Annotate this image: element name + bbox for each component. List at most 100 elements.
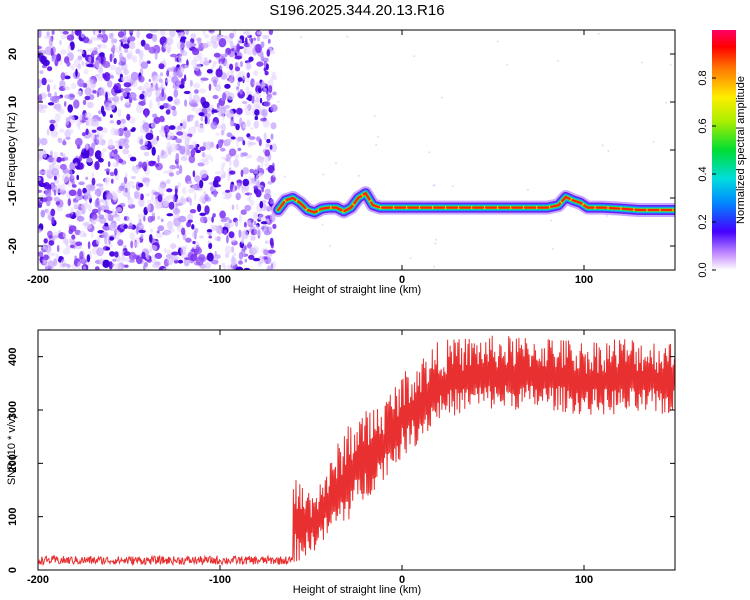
spectrogram-noise-blob <box>70 82 77 90</box>
spectrogram-noise-blob <box>220 123 226 132</box>
spectrogram-noise-blob <box>239 90 243 95</box>
spectrogram-noise-blob <box>90 133 95 141</box>
spectrogram-noise-blob <box>217 139 223 149</box>
spectrogram-noise-blob <box>195 246 203 255</box>
spectrogram-noise-blob <box>272 170 276 178</box>
spectrogram-noise-blob <box>126 75 131 84</box>
spectrogram-noise-blob <box>247 176 255 185</box>
spectrogram-noise-blob <box>115 207 123 213</box>
spectrogram-noise-blob <box>176 131 184 136</box>
spectrogram-noise-blob <box>51 54 55 62</box>
spectrogram-noise-blob <box>173 88 179 98</box>
spectrogram-noise-blob <box>67 198 72 207</box>
spectrogram-noise-blob <box>149 30 158 33</box>
spectrogram-noise-blob <box>235 266 244 270</box>
spectrogram-noise-blob <box>208 30 214 33</box>
spectrogram-noise-blob <box>204 193 209 202</box>
spectrogram-noise-blob <box>181 227 186 236</box>
spectrogram-noise-blob <box>70 207 74 215</box>
spectrogram-faint-point <box>496 40 499 43</box>
spectrogram-noise-blob <box>43 254 49 261</box>
spectrogram-noise-blob <box>102 259 110 268</box>
spectrogram-noise-blob <box>115 66 122 76</box>
spectrogram-noise-blob <box>117 108 122 118</box>
spectrogram-noise-blob <box>109 171 115 177</box>
spectrogram-noise-blob <box>266 265 273 270</box>
spectrogram-noise-blob <box>185 30 190 36</box>
spectrogram-noise-blob <box>151 33 158 42</box>
spectrogram-noise-blob <box>100 55 104 65</box>
spectrogram-noise-blob <box>149 244 158 251</box>
spectrogram-noise-blob <box>69 161 76 171</box>
spectrogram-noise-blob <box>117 49 123 54</box>
spectrogram-noise-blob <box>47 247 50 256</box>
spectrogram-noise-blob <box>62 30 69 35</box>
spectrogram-noise-blob <box>108 102 116 111</box>
spectrogram-noise-blob <box>260 51 264 60</box>
spectrogram-noise-blob <box>47 92 52 98</box>
spectrogram-noise-blob <box>255 189 262 198</box>
spectrogram-noise-blob <box>113 168 118 176</box>
spectrogram-noise-blob <box>130 156 137 161</box>
spectrogram-noise-blob <box>56 244 60 253</box>
spectrogram-noise-blob <box>84 112 93 119</box>
spectrogram-noise-blob <box>192 82 201 89</box>
spectrogram-noise-blob <box>106 210 113 214</box>
spectrogram-noise-blob <box>138 198 145 207</box>
spectrogram-noise-blob <box>124 172 128 178</box>
spectrogram-noise-blob <box>240 169 244 178</box>
spectrogram-noise-blob <box>234 185 238 191</box>
spectrogram-faint-point <box>299 36 302 39</box>
spectrogram-noise-blob <box>254 109 260 116</box>
spectrogram-noise-blob <box>191 102 199 108</box>
spectrogram-noise-blob <box>105 192 113 200</box>
spectrogram-y-tick-label: -20 <box>7 238 19 254</box>
spectrogram-noise-blob <box>166 131 175 140</box>
spectrogram-faint-point <box>321 223 324 226</box>
spectrogram-noise-blob <box>75 68 78 78</box>
spectrogram-noise-blob <box>134 241 140 248</box>
spectrogram-noise-blob <box>59 80 66 89</box>
spectrogram-noise-blob <box>79 251 84 260</box>
spectrogram-noise-blob <box>56 206 63 212</box>
spectrogram-noise-blob <box>91 50 98 55</box>
spectrogram-faint-point <box>557 60 560 62</box>
chart-title: S196.2025.344.20.13.R16 <box>269 2 444 19</box>
spectrogram-noise-blob <box>49 252 57 256</box>
snr-x-tick-label: -200 <box>27 574 49 586</box>
spectrogram-noise-blob <box>96 247 104 257</box>
spectrogram-noise-blob <box>229 63 234 71</box>
spectrogram-noise-blob <box>149 234 153 243</box>
spectrogram-noise-blob <box>196 37 202 42</box>
spectrogram-noise-blob <box>96 130 100 134</box>
spectrogram-noise-blob <box>259 97 263 104</box>
spectrogram-noise-blob <box>185 40 193 49</box>
spectrogram-noise-blob <box>63 156 69 161</box>
spectrogram-noise-blob <box>170 243 177 250</box>
spectrogram-noise-blob <box>196 187 203 192</box>
spectrogram-noise-blob <box>46 84 51 93</box>
spectrogram-noise-blob <box>84 95 91 101</box>
spectrogram-noise-blob <box>148 46 157 54</box>
spectrogram-noise-blob <box>66 263 71 269</box>
spectrogram-noise-blob <box>123 251 131 256</box>
spectrogram-y-axis-label: Frequency (Hz) <box>6 112 18 188</box>
spectrogram-noise-blob <box>43 238 48 244</box>
spectrogram-noise-blob <box>42 261 48 265</box>
spectrogram-noise-blob <box>136 30 141 39</box>
spectrogram-y-ticks: 20 10 0 -10 -20 <box>7 48 675 254</box>
spectrogram-noise-blob <box>245 45 254 56</box>
spectrogram-noise-blob <box>127 181 135 186</box>
spectrogram-noise-blob <box>94 189 98 196</box>
spectrogram-noise-blob <box>236 38 243 45</box>
spectrogram-noise-blob <box>122 43 130 49</box>
spectrogram-noise-blob <box>208 83 212 92</box>
spectrogram-noise-blob <box>40 137 48 146</box>
spectrogram-noise-blob <box>234 61 241 69</box>
spectrogram-noise-blob <box>144 140 148 146</box>
spectrogram-noise-blob <box>272 91 277 96</box>
spectrogram-noise-blob <box>223 229 228 236</box>
spectrogram-noise-blob <box>85 128 89 136</box>
spectrogram-noise-blob <box>172 195 176 204</box>
spectrogram-noise-blobs <box>38 30 673 270</box>
